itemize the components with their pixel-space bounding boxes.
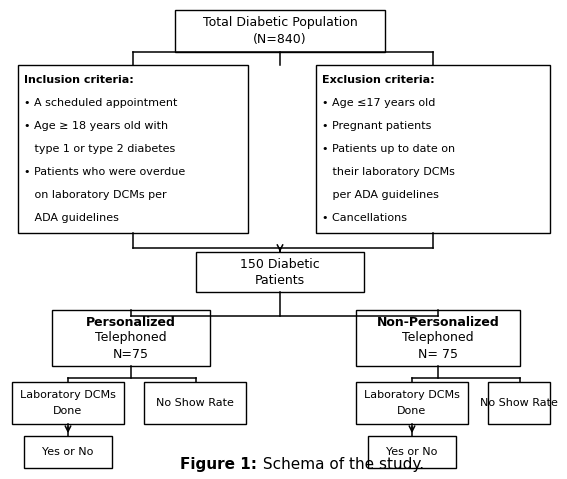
Text: N= 75: N= 75	[418, 347, 458, 361]
Text: No Show Rate: No Show Rate	[480, 398, 558, 408]
Text: Patients: Patients	[255, 274, 305, 286]
Bar	[52, 310, 210, 366]
Text: • Pregnant patients: • Pregnant patients	[322, 121, 431, 131]
Text: their laboratory DCMs: their laboratory DCMs	[322, 167, 455, 177]
Text: Telephoned: Telephoned	[402, 331, 474, 344]
Text: 150 Diabetic: 150 Diabetic	[240, 258, 320, 271]
Text: Yes or No: Yes or No	[43, 447, 94, 457]
Text: • Patients up to date on: • Patients up to date on	[322, 144, 455, 154]
Text: Done: Done	[53, 407, 83, 417]
Bar	[175, 10, 385, 52]
Bar	[18, 65, 248, 233]
Text: Figure 1:: Figure 1:	[180, 457, 257, 472]
Text: Non-Personalized: Non-Personalized	[376, 316, 500, 329]
Bar	[196, 252, 364, 292]
Text: per ADA guidelines: per ADA guidelines	[322, 190, 439, 200]
Bar	[356, 382, 468, 424]
Text: ADA guidelines: ADA guidelines	[24, 213, 119, 223]
Text: Personalized: Personalized	[86, 316, 176, 329]
Text: • Age ≥ 18 years old with: • Age ≥ 18 years old with	[24, 121, 168, 131]
Text: type 1 or type 2 diabetes: type 1 or type 2 diabetes	[24, 144, 175, 154]
Text: Schema of the study.: Schema of the study.	[258, 457, 424, 472]
Text: • Patients who were overdue: • Patients who were overdue	[24, 167, 185, 177]
Text: Laboratory DCMs: Laboratory DCMs	[20, 389, 116, 399]
Text: • A scheduled appointment: • A scheduled appointment	[24, 98, 177, 108]
Text: No Show Rate: No Show Rate	[156, 398, 234, 408]
Text: Exclusion criteria:: Exclusion criteria:	[322, 75, 435, 85]
Bar	[368, 436, 456, 468]
Bar	[24, 436, 112, 468]
Text: (N=840): (N=840)	[253, 33, 307, 46]
Text: N=75: N=75	[113, 347, 149, 361]
Text: Telephoned: Telephoned	[95, 331, 167, 344]
Bar	[12, 382, 124, 424]
Bar	[144, 382, 246, 424]
Bar	[488, 382, 550, 424]
Text: on laboratory DCMs per: on laboratory DCMs per	[24, 190, 167, 200]
Bar	[356, 310, 520, 366]
Bar	[316, 65, 550, 233]
Text: Total Diabetic Population: Total Diabetic Population	[202, 16, 357, 29]
Text: Inclusion criteria:: Inclusion criteria:	[24, 75, 134, 85]
Text: Yes or No: Yes or No	[386, 447, 438, 457]
Text: Laboratory DCMs: Laboratory DCMs	[364, 389, 460, 399]
Text: • Age ≤17 years old: • Age ≤17 years old	[322, 98, 435, 108]
Text: Done: Done	[397, 407, 426, 417]
Text: • Cancellations: • Cancellations	[322, 213, 407, 223]
